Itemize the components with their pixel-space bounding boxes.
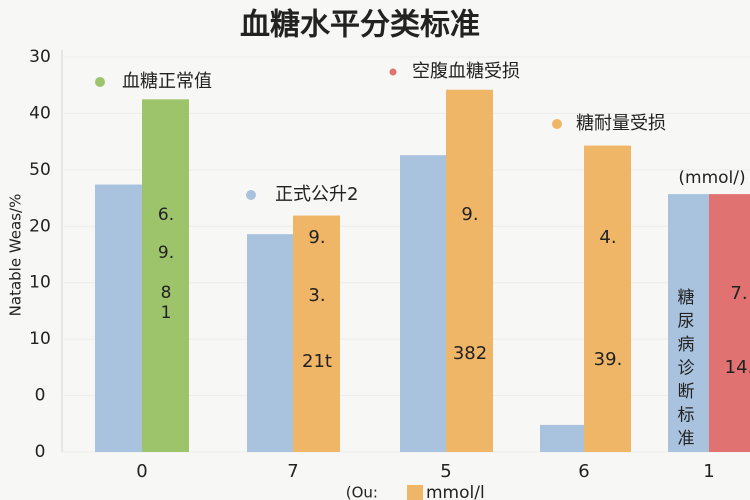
x-tick-label: 0 [136,461,147,482]
bar [142,99,189,453]
footer-unit: mmol/l [426,483,485,500]
bar-label: 1 [161,303,172,323]
bar [247,234,293,452]
footer-prefix: (Ou: [346,484,378,500]
legend-label: 血糖正常值 [122,71,212,92]
y-axis-label: 10 [29,329,51,349]
legend-label: 正式公升2 [275,184,358,205]
y-axis-label: 30 [29,47,51,67]
legend-swatch [552,119,562,129]
unit-note: (mmol/) [678,168,745,188]
x-tick-label: 6 [578,461,589,482]
y-axis-label: 40 [29,103,51,123]
legend-label: 空腹血糖受损 [412,61,520,82]
bar [709,194,750,452]
y-axis-title: Natable Weas/% [7,194,25,317]
legend-swatch [95,77,105,87]
bar [584,145,631,453]
bar [293,215,340,452]
bar [446,89,493,452]
legend-swatch [389,68,397,76]
bar-label: 3. [308,285,325,306]
x-tick-label: 5 [440,461,451,482]
vertical-label: 准 [678,429,695,449]
bar-label: 4. [599,227,616,248]
vertical-label: 诊 [678,359,695,379]
y-axis-label: 0 [35,386,46,406]
vertical-label: 断 [678,382,695,402]
x-tick-label: 1 [703,461,714,482]
legend-label: 糖耐量受损 [576,113,666,134]
bar [95,184,142,452]
vertical-label: 标 [678,406,695,426]
chart-title: 血糖水平分类标准 [240,8,480,43]
bar-label: 382 [453,343,487,364]
bar-label: 14. [725,357,750,378]
y-axis-label: 0 [35,442,46,462]
bar-label: 21t [302,351,332,372]
bar [540,424,584,452]
bar [668,194,709,452]
bar-label: 6. [158,205,174,225]
bar-label: 9. [308,227,325,248]
y-axis-label: 20 [29,216,51,236]
x-tick-label: 7 [287,461,298,482]
bar-label: 9. [461,204,478,225]
bar-label: 9. [158,243,174,263]
bar-label: 39. [594,349,623,370]
y-axis-label: 10 [29,273,51,293]
footer-swatch [407,485,423,500]
legend-swatch [246,190,256,200]
bar [400,155,446,452]
bar-label: 8 [161,283,172,303]
vertical-label: 病 [678,335,695,355]
vertical-label: 糖 [678,288,695,308]
y-axis-label: 50 [29,160,51,180]
bar-label: 7. [730,283,747,304]
vertical-label: 尿 [678,312,695,332]
